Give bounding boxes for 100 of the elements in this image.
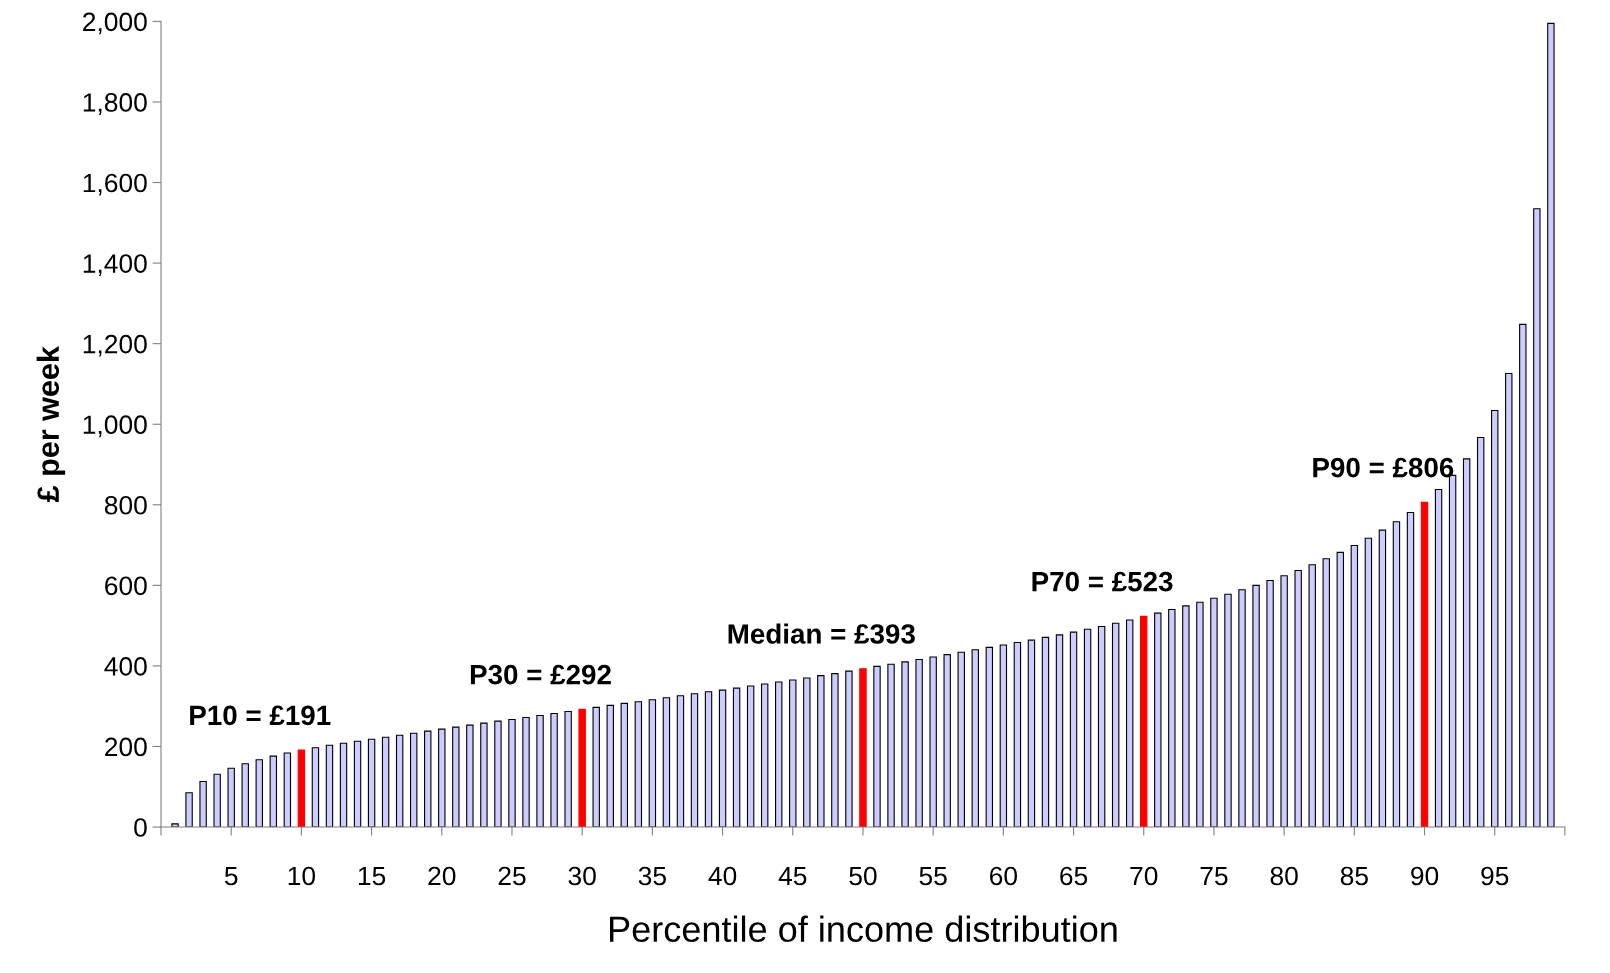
bar bbox=[901, 661, 909, 828]
bar bbox=[297, 749, 306, 828]
bar bbox=[887, 663, 895, 828]
bar bbox=[1547, 22, 1555, 828]
bar bbox=[1111, 622, 1120, 828]
bar bbox=[424, 730, 432, 828]
bar bbox=[213, 773, 221, 828]
bar bbox=[985, 646, 994, 828]
bar bbox=[1154, 612, 1162, 828]
x-tick-label: 5 bbox=[224, 866, 238, 886]
annotation: Median = £393 bbox=[728, 623, 915, 644]
bar bbox=[480, 722, 488, 828]
bar bbox=[353, 740, 362, 828]
y-tick-label: 600 bbox=[105, 576, 147, 596]
x-tick-label: 55 bbox=[919, 866, 947, 886]
y-tick-label: 1,000 bbox=[83, 415, 147, 438]
bar bbox=[550, 712, 558, 828]
bar bbox=[760, 683, 769, 828]
bar bbox=[1505, 372, 1513, 828]
bar bbox=[1350, 544, 1359, 828]
y-tick-label: 1,400 bbox=[83, 254, 147, 277]
bar bbox=[564, 710, 572, 828]
bar bbox=[508, 718, 516, 828]
bar bbox=[269, 755, 278, 828]
x-axis-title: Percentile of income distribution bbox=[610, 915, 1117, 943]
bar bbox=[466, 724, 474, 828]
y-tick-label: 1,800 bbox=[83, 93, 147, 115]
x-tick-label: 35 bbox=[638, 866, 666, 886]
y-tick-label: 1,600 bbox=[83, 173, 147, 196]
bar bbox=[845, 670, 853, 828]
bar bbox=[522, 716, 530, 828]
bar bbox=[803, 677, 811, 828]
x-tick-label: 50 bbox=[849, 866, 877, 886]
x-tick-label: 30 bbox=[568, 866, 596, 886]
bar bbox=[1434, 488, 1443, 828]
x-tick-label: 85 bbox=[1340, 866, 1368, 886]
bar bbox=[817, 675, 825, 828]
y-tick-label: 1,200 bbox=[83, 334, 147, 357]
x-tick-label: 20 bbox=[428, 866, 456, 886]
x-tick-label: 65 bbox=[1060, 866, 1088, 886]
bar bbox=[1013, 642, 1022, 828]
y-tick-label: 2,000 bbox=[83, 12, 147, 35]
bar bbox=[957, 651, 965, 828]
bar bbox=[859, 668, 867, 828]
bar bbox=[381, 736, 390, 828]
annotation: P90 = £806 bbox=[1313, 457, 1454, 478]
y-tick-label: 0 bbox=[134, 818, 147, 837]
bar bbox=[999, 644, 1008, 828]
bar bbox=[943, 654, 951, 828]
bar bbox=[1266, 579, 1274, 828]
bar bbox=[1308, 564, 1316, 828]
bar bbox=[438, 728, 446, 828]
bar bbox=[1069, 631, 1078, 828]
y-tick-label: 400 bbox=[104, 657, 147, 676]
bar bbox=[1210, 597, 1218, 828]
bar bbox=[325, 744, 334, 828]
bar bbox=[929, 656, 937, 828]
bar bbox=[1491, 409, 1499, 828]
x-tick-label: 15 bbox=[358, 866, 386, 886]
bar bbox=[1476, 436, 1485, 828]
y-tick-label: 200 bbox=[105, 737, 147, 757]
bar bbox=[606, 704, 614, 828]
bar bbox=[915, 658, 923, 828]
bar bbox=[367, 738, 376, 828]
bar bbox=[732, 687, 741, 828]
y-tick-label: 800 bbox=[104, 495, 147, 515]
bar bbox=[227, 767, 235, 828]
bar bbox=[311, 747, 320, 828]
bar bbox=[536, 714, 544, 828]
bar bbox=[775, 681, 783, 828]
bar bbox=[1125, 619, 1134, 828]
y-axis-title: £ per week bbox=[36, 346, 66, 503]
bar bbox=[634, 701, 643, 828]
bar bbox=[1336, 551, 1345, 828]
x-tick-label: 10 bbox=[288, 866, 316, 886]
bar bbox=[1196, 601, 1204, 828]
bar bbox=[831, 673, 839, 828]
bar bbox=[255, 759, 263, 828]
x-tick-label: 90 bbox=[1411, 866, 1439, 886]
bar bbox=[1097, 625, 1106, 828]
bar bbox=[395, 734, 404, 828]
bar bbox=[1140, 615, 1148, 828]
bar bbox=[971, 649, 979, 828]
bar bbox=[1294, 569, 1302, 828]
bar bbox=[718, 689, 727, 828]
bar bbox=[1420, 501, 1429, 828]
x-tick-label: 45 bbox=[778, 866, 807, 886]
bar bbox=[1322, 558, 1330, 828]
bar bbox=[452, 726, 460, 828]
bar bbox=[494, 720, 502, 828]
annotation: P30 = £292 bbox=[470, 664, 611, 685]
annotation: P10 = £191 bbox=[190, 705, 331, 726]
bar bbox=[185, 792, 193, 828]
bar bbox=[1182, 605, 1190, 828]
bar bbox=[873, 665, 881, 828]
bar bbox=[648, 699, 657, 828]
x-tick-label: 25 bbox=[498, 866, 526, 886]
bar bbox=[1252, 584, 1260, 828]
x-tick-label: 80 bbox=[1270, 866, 1298, 886]
x-tick-label: 60 bbox=[990, 866, 1017, 886]
